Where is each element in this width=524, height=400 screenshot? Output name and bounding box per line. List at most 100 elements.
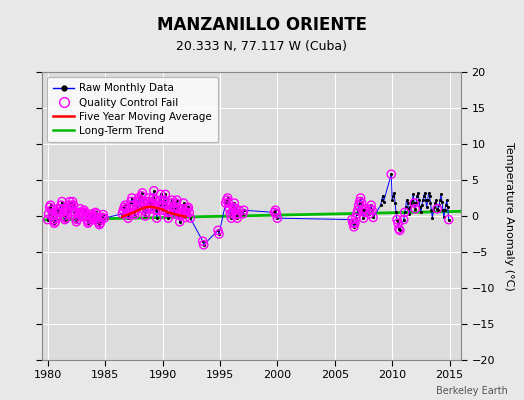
Point [239, 207, 248, 214]
Point [123, 211, 132, 217]
Point [357, 200, 366, 206]
Point [179, 200, 188, 206]
Point [361, 206, 369, 212]
Point [173, 204, 182, 210]
Point [377, 197, 386, 203]
Point [184, 204, 192, 210]
Point [132, 207, 140, 214]
Point [223, 197, 231, 203]
Point [55, 209, 63, 216]
Point [273, 215, 281, 221]
Point [154, 207, 162, 214]
Point [80, 207, 88, 214]
Point [123, 211, 132, 217]
Point [144, 198, 152, 205]
Point [178, 209, 186, 216]
Point [429, 207, 438, 214]
Point [75, 209, 83, 216]
Point [169, 206, 177, 212]
Point [59, 206, 67, 212]
Point [120, 204, 128, 210]
Y-axis label: Temperature Anomaly (°C): Temperature Anomaly (°C) [505, 142, 515, 290]
Point [129, 202, 137, 208]
Point [416, 204, 424, 210]
Point [354, 207, 362, 214]
Point [177, 213, 185, 219]
Point [141, 213, 149, 219]
Point [367, 202, 375, 208]
Point [405, 211, 413, 217]
Point [348, 216, 356, 223]
Point [157, 202, 166, 208]
Point [179, 200, 188, 206]
Point [407, 200, 416, 206]
Point [431, 200, 440, 206]
Point [54, 206, 62, 212]
Point [427, 200, 435, 206]
Point [183, 206, 192, 212]
Point [168, 197, 176, 203]
Point [151, 197, 159, 203]
Point [57, 202, 66, 208]
Point [438, 198, 446, 205]
Point [228, 209, 236, 216]
Point [62, 215, 70, 221]
Point [390, 190, 398, 196]
Point [272, 211, 280, 217]
Point [95, 222, 104, 228]
Point [163, 209, 171, 216]
Point [411, 206, 419, 212]
Point [97, 216, 105, 223]
Point [157, 202, 166, 208]
Point [92, 211, 101, 217]
Point [128, 195, 136, 201]
Point [78, 213, 86, 219]
Point [60, 213, 68, 219]
Point [58, 198, 66, 205]
Point [355, 198, 364, 205]
Point [442, 202, 450, 208]
Point [443, 197, 451, 203]
Point [161, 191, 170, 198]
Point [68, 198, 77, 205]
Point [51, 218, 60, 225]
Point [215, 231, 223, 237]
Point [84, 218, 93, 225]
Point [158, 207, 167, 214]
Point [377, 202, 385, 208]
Point [130, 211, 139, 218]
Point [199, 238, 207, 244]
Point [185, 209, 193, 216]
Point [81, 209, 89, 216]
Point [84, 220, 92, 226]
Point [214, 227, 222, 234]
Point [355, 198, 364, 205]
Point [134, 198, 142, 205]
Point [186, 215, 194, 221]
Point [58, 198, 66, 205]
Point [90, 213, 99, 219]
Point [69, 202, 78, 208]
Point [52, 215, 60, 221]
Point [68, 198, 77, 205]
Point [83, 216, 91, 223]
Point [389, 193, 397, 199]
Point [59, 206, 67, 212]
Point [230, 200, 238, 206]
Point [100, 215, 108, 221]
Point [66, 198, 74, 205]
Point [148, 200, 156, 206]
Point [356, 195, 365, 201]
Point [176, 218, 184, 225]
Point [122, 206, 130, 212]
Point [134, 195, 143, 201]
Point [227, 215, 236, 221]
Point [92, 211, 101, 217]
Point [366, 206, 374, 212]
Point [410, 200, 419, 206]
Point [350, 224, 358, 230]
Point [97, 216, 105, 223]
Point [118, 211, 126, 217]
Point [62, 215, 70, 221]
Point [45, 211, 53, 217]
